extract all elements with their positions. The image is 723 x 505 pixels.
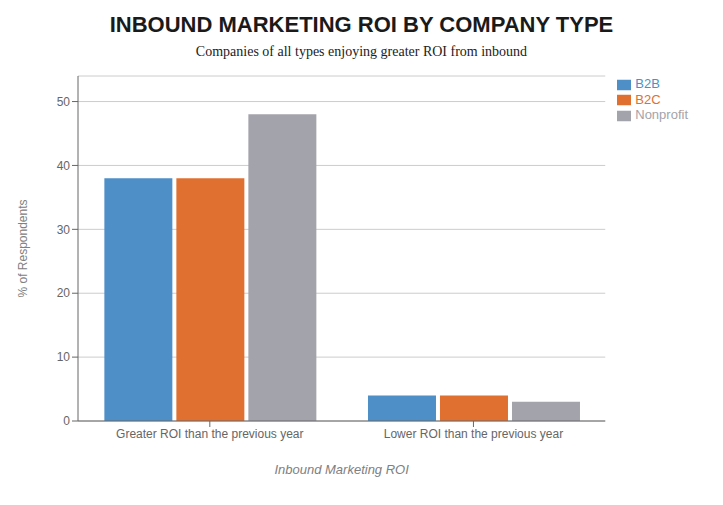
svg-text:40: 40 [57,159,71,173]
svg-text:% of Respondents: % of Respondents [16,199,30,297]
svg-text:20: 20 [57,286,71,300]
svg-text:10: 10 [57,350,71,364]
html-text:B2B: B2B [635,76,660,91]
html-text:Companies of all types enjoyin: Companies of all types enjoying greater … [195,44,528,59]
svg-text:50: 50 [57,95,71,109]
html-text:B2C: B2C [635,91,661,107]
svg-text:Inbound Marketing ROI: Inbound Marketing ROI [274,462,409,477]
svg-text:Greater ROI than the previous: Greater ROI than the previous year [116,427,303,441]
html-text:Nonprofit: Nonprofit [635,107,688,123]
html-text:INBOUND MARKETING ROI BY COMPA: INBOUND MARKETING ROI BY COMPANY TYPE [109,12,614,37]
svg-text:30: 30 [57,223,71,237]
svg-text:Lower ROI than the previous ye: Lower ROI than the previous year [384,427,563,441]
svg-text:0: 0 [63,414,70,428]
